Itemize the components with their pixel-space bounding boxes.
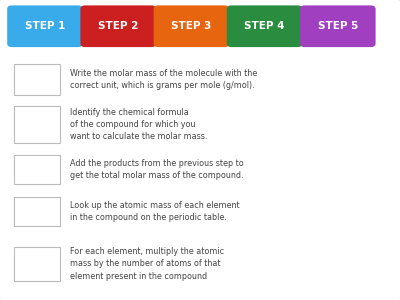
Text: Identify the chemical formula
of the compound for which you
want to calculate th: Identify the chemical formula of the com… — [70, 108, 207, 141]
Text: Write the molar mass of the molecule with the
correct unit, which is grams per m: Write the molar mass of the molecule wit… — [70, 69, 257, 90]
Text: STEP 5: STEP 5 — [318, 21, 358, 31]
FancyBboxPatch shape — [227, 5, 302, 47]
FancyBboxPatch shape — [14, 247, 60, 281]
Text: Look up the atomic mass of each element
in the compound on the periodic table.: Look up the atomic mass of each element … — [70, 201, 240, 222]
FancyBboxPatch shape — [14, 106, 60, 143]
FancyBboxPatch shape — [14, 197, 60, 226]
Text: STEP 1: STEP 1 — [25, 21, 65, 31]
Text: STEP 2: STEP 2 — [98, 21, 138, 31]
FancyBboxPatch shape — [300, 5, 376, 47]
Text: STEP 3: STEP 3 — [171, 21, 212, 31]
FancyBboxPatch shape — [154, 5, 229, 47]
FancyBboxPatch shape — [14, 64, 60, 95]
FancyBboxPatch shape — [80, 5, 156, 47]
FancyBboxPatch shape — [7, 5, 83, 47]
Text: STEP 4: STEP 4 — [244, 21, 285, 31]
Text: Add the products from the previous step to
get the total molar mass of the compo: Add the products from the previous step … — [70, 159, 244, 180]
Text: For each element, multiply the atomic
mass by the number of atoms of that
elemen: For each element, multiply the atomic ma… — [70, 247, 224, 281]
FancyBboxPatch shape — [14, 155, 60, 184]
